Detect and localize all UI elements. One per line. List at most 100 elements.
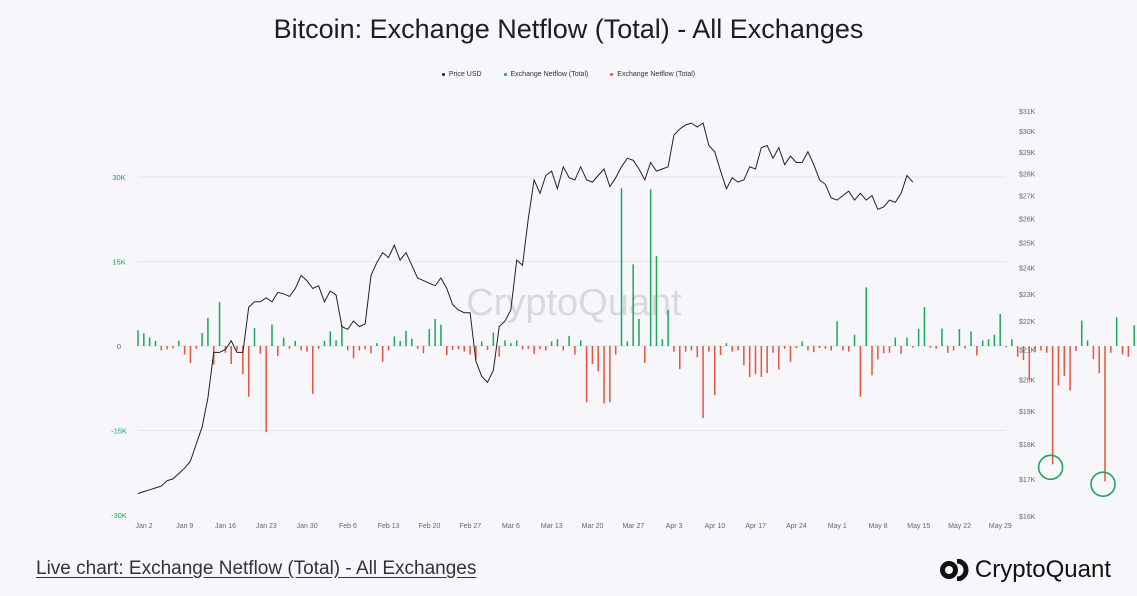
bar-negative [446, 346, 448, 356]
legend-item-netflow-negative[interactable]: Exchange Netflow (Total) [610, 71, 695, 78]
bar-positive [282, 337, 285, 346]
bar-negative [562, 346, 565, 351]
bar-positive [329, 331, 331, 346]
bar-positive [981, 340, 984, 346]
bar-positive [906, 337, 908, 346]
bar-negative [830, 346, 832, 351]
bar-negative [172, 346, 174, 349]
bar-negative [900, 346, 902, 354]
bar-negative [1127, 346, 1130, 357]
bar-positive [894, 337, 897, 346]
bar-negative [1057, 346, 1060, 386]
right-axis-tick: $16K [1019, 514, 1036, 521]
bar-negative [457, 346, 460, 350]
bar-negative [673, 346, 675, 352]
bar-negative [783, 346, 786, 349]
bar-negative [1040, 346, 1042, 351]
bar-negative [317, 346, 320, 349]
x-axis-tick: Feb 13 [378, 523, 400, 530]
bar-negative [877, 346, 879, 360]
bar-negative [1034, 346, 1036, 352]
bar-negative [352, 346, 355, 359]
bar-negative [754, 346, 757, 375]
bar-negative [952, 346, 955, 351]
bar-negative [469, 346, 471, 355]
legend-label-netflow-negative: Exchange Netflow (Total) [617, 71, 696, 78]
bar-positive [376, 343, 378, 346]
x-axis-tick: Mar 20 [582, 523, 604, 530]
netflow-bars [137, 188, 1135, 482]
right-axis-tick: $26K [1019, 217, 1036, 224]
bar-negative [760, 346, 763, 377]
bar-negative [358, 346, 361, 351]
bar-negative [288, 346, 291, 349]
bar-positive [655, 255, 658, 346]
bar-negative [259, 346, 262, 354]
bar-negative [778, 346, 780, 370]
right-axis-tick: $28K [1019, 171, 1036, 178]
bar-negative [300, 346, 302, 351]
legend-item-netflow-positive[interactable]: Exchange Netflow (Total) [503, 71, 588, 78]
bar-negative [912, 346, 914, 348]
bar-positive [201, 333, 203, 346]
bar-positive [550, 341, 553, 346]
brand-logo: CryptoQuant [939, 556, 1111, 584]
left-axis-tick: -30K [111, 511, 127, 520]
right-axis-tick: $17K [1019, 477, 1036, 484]
bar-positive [993, 334, 996, 346]
bar-negative [603, 346, 605, 404]
bar-negative [160, 346, 163, 351]
bar-negative [451, 346, 454, 350]
bar-positive [207, 317, 209, 346]
bar-positive [970, 331, 972, 346]
left-axis-tick: 15K [112, 258, 125, 267]
right-axis-tick: $20K [1019, 377, 1036, 384]
x-axis-tick: Feb 27 [459, 523, 481, 530]
bar-negative [539, 346, 541, 350]
bar-positive [399, 340, 401, 346]
live-chart-link[interactable]: Live chart: Exchange Netflow (Total) - A… [36, 558, 477, 579]
bar-negative [737, 346, 739, 351]
bar-positive [649, 189, 652, 346]
bar-negative [614, 346, 617, 355]
bar-negative [387, 346, 390, 351]
right-axis-tick: $24K [1019, 266, 1036, 273]
brand-name: CryptoQuant [974, 556, 1111, 583]
bar-negative [824, 346, 827, 349]
bar-negative [847, 346, 850, 352]
bar-negative [684, 346, 687, 352]
legend-label-price: Price USD [448, 71, 482, 78]
bar-positive [917, 329, 920, 346]
bar-positive [218, 302, 221, 346]
bar-negative [1069, 346, 1071, 391]
bar-positive [405, 330, 407, 346]
x-axis-tick: Jan 16 [215, 523, 236, 530]
bar-negative [585, 346, 588, 403]
highlight-circles [1037, 454, 1116, 498]
bar-positive [923, 307, 926, 346]
bar-positive [480, 341, 483, 346]
x-axis-tick: Apr 24 [786, 523, 807, 530]
x-axis-tick: Mar 6 [502, 523, 520, 530]
bar-negative [242, 346, 244, 375]
right-axis-tick: $29K [1019, 150, 1036, 157]
bar-positive [492, 332, 495, 346]
bar-negative [748, 346, 751, 377]
bar-negative [545, 346, 547, 351]
bar-positive [428, 329, 431, 346]
bar-negative [719, 346, 722, 356]
legend-item-price[interactable]: Price USD [441, 71, 482, 78]
bar-negative [230, 346, 232, 365]
bar-negative [533, 346, 535, 354]
legend-swatch-netflow-negative [610, 72, 614, 76]
bar-positive [1086, 340, 1089, 346]
bar-negative [1022, 346, 1025, 361]
bar-positive [853, 334, 856, 346]
bar-negative [381, 346, 384, 362]
highlight-circle [1037, 454, 1064, 481]
bar-negative [1046, 346, 1048, 353]
bar-positive [638, 318, 640, 346]
bar-negative [486, 346, 489, 350]
bar-negative [795, 346, 798, 349]
